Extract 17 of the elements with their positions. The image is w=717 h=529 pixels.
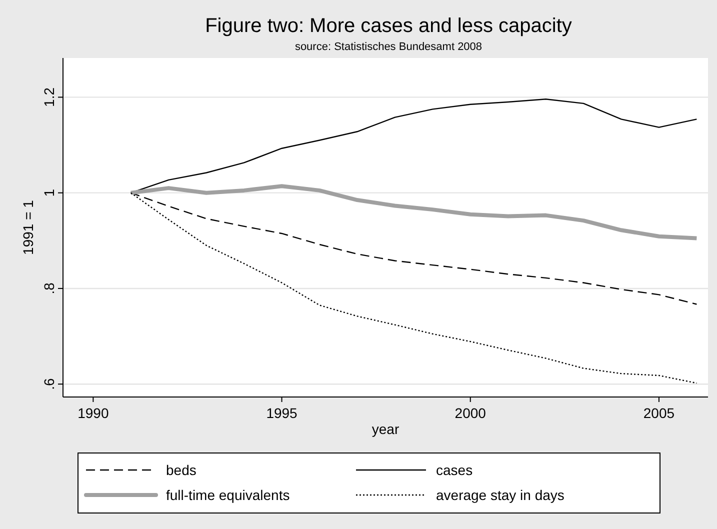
legend-label: average stay in days xyxy=(436,487,564,503)
chart-title: Figure two: More cases and less capacity xyxy=(205,15,572,37)
line-series xyxy=(128,184,699,240)
x-tick-label: 2000 xyxy=(454,405,486,421)
x-tick-label: 1995 xyxy=(266,405,298,421)
y-tick-label: 1.2 xyxy=(41,87,57,107)
y-axis-title: 1991 = 1 xyxy=(20,200,36,255)
legend-label: cases xyxy=(436,462,473,478)
y-tick-label: .8 xyxy=(41,282,57,294)
chart-subtitle: source: Statistisches Bundesamt 2008 xyxy=(294,41,482,53)
x-axis-title: year xyxy=(372,421,400,437)
legend-label: beds xyxy=(166,462,196,478)
y-tick-label: .6 xyxy=(41,378,57,390)
legend-label: full-time equivalents xyxy=(166,487,290,503)
x-tick-label: 2005 xyxy=(643,405,675,421)
y-tick-label: 1 xyxy=(41,188,57,197)
x-tick-label: 1990 xyxy=(78,405,109,421)
